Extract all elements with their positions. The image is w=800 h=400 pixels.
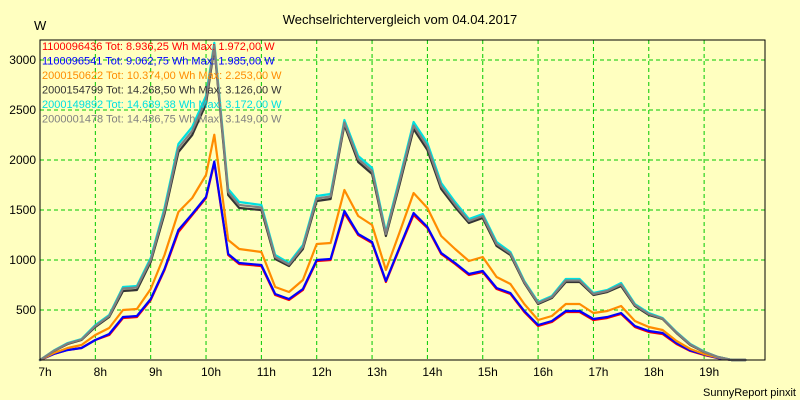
series-lines <box>38 41 747 362</box>
x-tick-label: 19h <box>699 365 719 379</box>
x-tick-label: 15h <box>478 365 498 379</box>
y-tick-label: 3000 <box>9 53 36 67</box>
x-tick-label: 17h <box>588 365 608 379</box>
legend: 1100096436 Tot: 8.936,25 Wh Max: 1.972,0… <box>42 41 282 126</box>
x-tick-label: 8h <box>94 365 107 379</box>
x-axis-ticks: 7h 8h 9h 10h 11h 12h 13h 14h 15h 16h 17h 18h 19h <box>38 365 719 379</box>
series-line-2000001478 <box>38 43 747 362</box>
y-axis-unit-label: W <box>34 18 47 33</box>
legend-entry-1100096436: 1100096436 Tot: 8.936,25 Wh Max: 1.972,0… <box>42 41 275 53</box>
footer-credit: SunnyReport pinxit <box>703 387 796 399</box>
series-line-1100096541 <box>38 160 747 362</box>
chart-title: Wechselrichtervergleich vom 04.04.2017 <box>283 12 518 27</box>
x-tick-label: 16h <box>533 365 553 379</box>
grid <box>40 40 765 360</box>
x-tick-label: 9h <box>149 365 162 379</box>
legend-entry-1100096541: 1100096541 Tot: 9.062,75 Wh Max: 1.985,0… <box>42 56 275 68</box>
x-tick-label: 11h <box>257 365 276 379</box>
legend-entry-2000001478: 2000001478 Tot: 14.486,75 Wh Max: 3.149,… <box>42 114 282 126</box>
x-tick-label: 7h <box>38 365 51 379</box>
series-line-2000150622 <box>38 133 747 362</box>
y-tick-label: 1000 <box>9 253 36 267</box>
x-tick-label: 18h <box>644 365 664 379</box>
plot-area-frame <box>39 39 766 361</box>
x-tick-label: 14h <box>422 365 442 379</box>
legend-entry-2000149892: 2000149892 Tot: 14.689,38 Wh Max: 3.172,… <box>42 99 282 111</box>
legend-entry-2000150622: 2000150622 Tot: 10.374,00 Wh Max: 2.253,… <box>42 70 282 82</box>
x-tick-label: 10h <box>201 365 221 379</box>
y-tick-label: 2000 <box>9 153 36 167</box>
y-tick-label: 500 <box>16 303 36 317</box>
x-tick-label: 13h <box>367 365 387 379</box>
x-tick-label: 12h <box>312 365 332 379</box>
y-tick-label: 2500 <box>9 103 36 117</box>
y-tick-label: 1500 <box>9 203 36 217</box>
legend-entry-2000154799: 2000154799 Tot: 14.268,50 Wh Max: 3.126,… <box>42 85 282 97</box>
y-axis-ticks: 500 1000 1500 2000 2500 3000 <box>9 53 36 317</box>
